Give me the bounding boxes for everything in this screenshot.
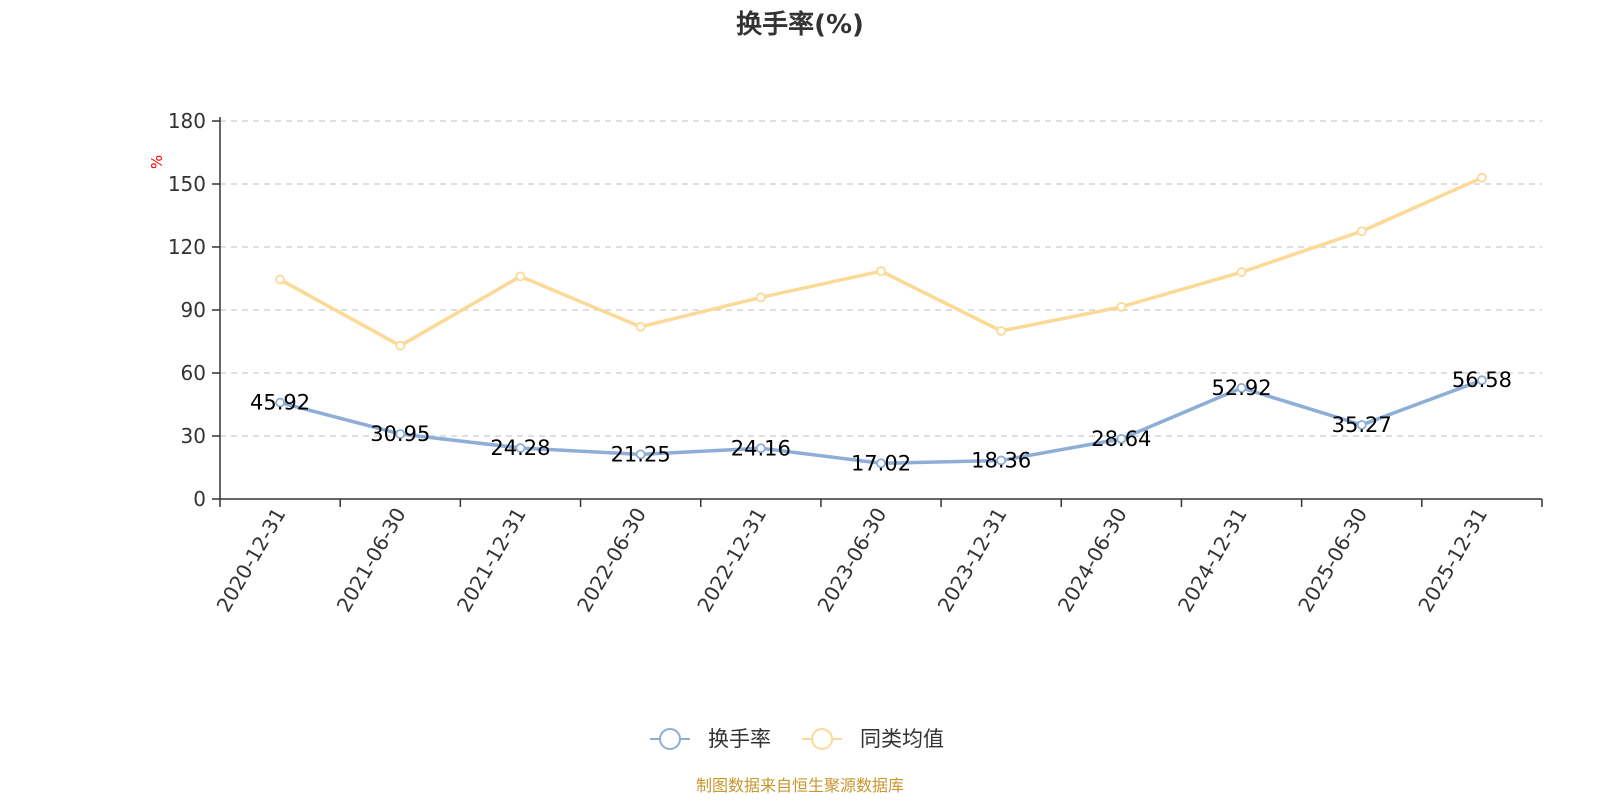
- data-point-1: [1356, 226, 1367, 237]
- data-label: 35.27: [1332, 413, 1392, 437]
- data-label: 45.92: [250, 391, 310, 415]
- data-point-1: [876, 266, 886, 277]
- x-tick-label: 2021-06-30: [332, 504, 411, 617]
- series-line-1: [279, 176, 1483, 348]
- data-point-0: [395, 429, 406, 439]
- legend-item-1[interactable]: 同类均值: [802, 727, 944, 751]
- y-tick-label: 60: [181, 361, 206, 385]
- legend-item-0[interactable]: 换手率: [650, 727, 771, 751]
- data-label: 17.02: [851, 451, 911, 475]
- legend-label: 换手率: [708, 727, 771, 751]
- y-tick-label: 150: [168, 172, 206, 196]
- y-tick-label: 90: [181, 298, 206, 322]
- data-point-1: [1477, 172, 1487, 183]
- y-tick-label: 180: [168, 109, 206, 133]
- data-point-0: [996, 455, 1007, 466]
- data-label: 52.92: [1211, 376, 1271, 400]
- y-tick-label: 0: [193, 487, 206, 511]
- data-point-0: [755, 443, 766, 454]
- data-point-0: [876, 458, 886, 469]
- legend-marker-icon: [811, 728, 833, 750]
- data-point-1: [635, 321, 646, 332]
- gridlines: [220, 120, 1542, 437]
- data-point-0: [275, 397, 285, 408]
- series: [275, 172, 1487, 469]
- legend[interactable]: 换手率 同类均值: [650, 727, 944, 751]
- x-tick-label: 2022-06-30: [572, 504, 651, 617]
- x-tick-label: 2024-06-30: [1053, 504, 1132, 617]
- x-tick-label: 2024-12-31: [1173, 504, 1252, 617]
- data-point-0: [1477, 375, 1487, 386]
- data-label: 56.58: [1452, 368, 1512, 392]
- y-axis-unit: %: [148, 155, 166, 169]
- data-point-1: [395, 340, 406, 351]
- data-point-0: [1236, 382, 1247, 393]
- data-labels: 45.92 30.95 24.28 21.25 24.16 17.02 18.36 28.64…: [250, 368, 1512, 475]
- data-point-1: [1116, 301, 1127, 312]
- x-tick-label: 2020-12-31: [212, 504, 291, 617]
- data-point-1: [1236, 267, 1247, 278]
- data-label: 18.36: [971, 448, 1031, 472]
- source-note: 制图数据来自恒生聚源数据库: [696, 776, 904, 795]
- axes: 0 30 60 90 120 150 180 2020-12-31 2021-06-30 2021…: [168, 109, 1543, 617]
- data-point-0: [515, 443, 526, 453]
- data-point-0: [635, 449, 646, 460]
- chart-title: 换手率(%): [736, 9, 864, 40]
- y-tick-label: 30: [181, 424, 206, 448]
- x-tick-label: 2023-06-30: [812, 504, 891, 617]
- x-tick-label: 2023-12-31: [933, 504, 1012, 617]
- data-point-1: [275, 274, 285, 285]
- legend-marker-icon: [659, 728, 681, 750]
- x-tick-label: 2021-12-31: [452, 504, 531, 617]
- data-point-1: [515, 271, 526, 282]
- data-point-1: [996, 326, 1007, 336]
- data-label: 24.16: [731, 436, 791, 460]
- data-label: 28.64: [1091, 427, 1151, 451]
- data-point-1: [755, 292, 766, 303]
- data-label: 30.95: [370, 422, 430, 446]
- data-point-0: [1116, 433, 1127, 444]
- legend-label: 同类均值: [860, 727, 944, 751]
- data-label: 24.28: [490, 436, 550, 460]
- data-point-0: [1356, 420, 1367, 430]
- x-tick-label: 2025-12-31: [1413, 504, 1492, 617]
- x-tick-label: 2025-06-30: [1293, 504, 1372, 617]
- x-tick-label: 2022-12-31: [692, 504, 771, 617]
- data-label: 21.25: [611, 442, 671, 466]
- y-tick-label: 120: [168, 235, 206, 259]
